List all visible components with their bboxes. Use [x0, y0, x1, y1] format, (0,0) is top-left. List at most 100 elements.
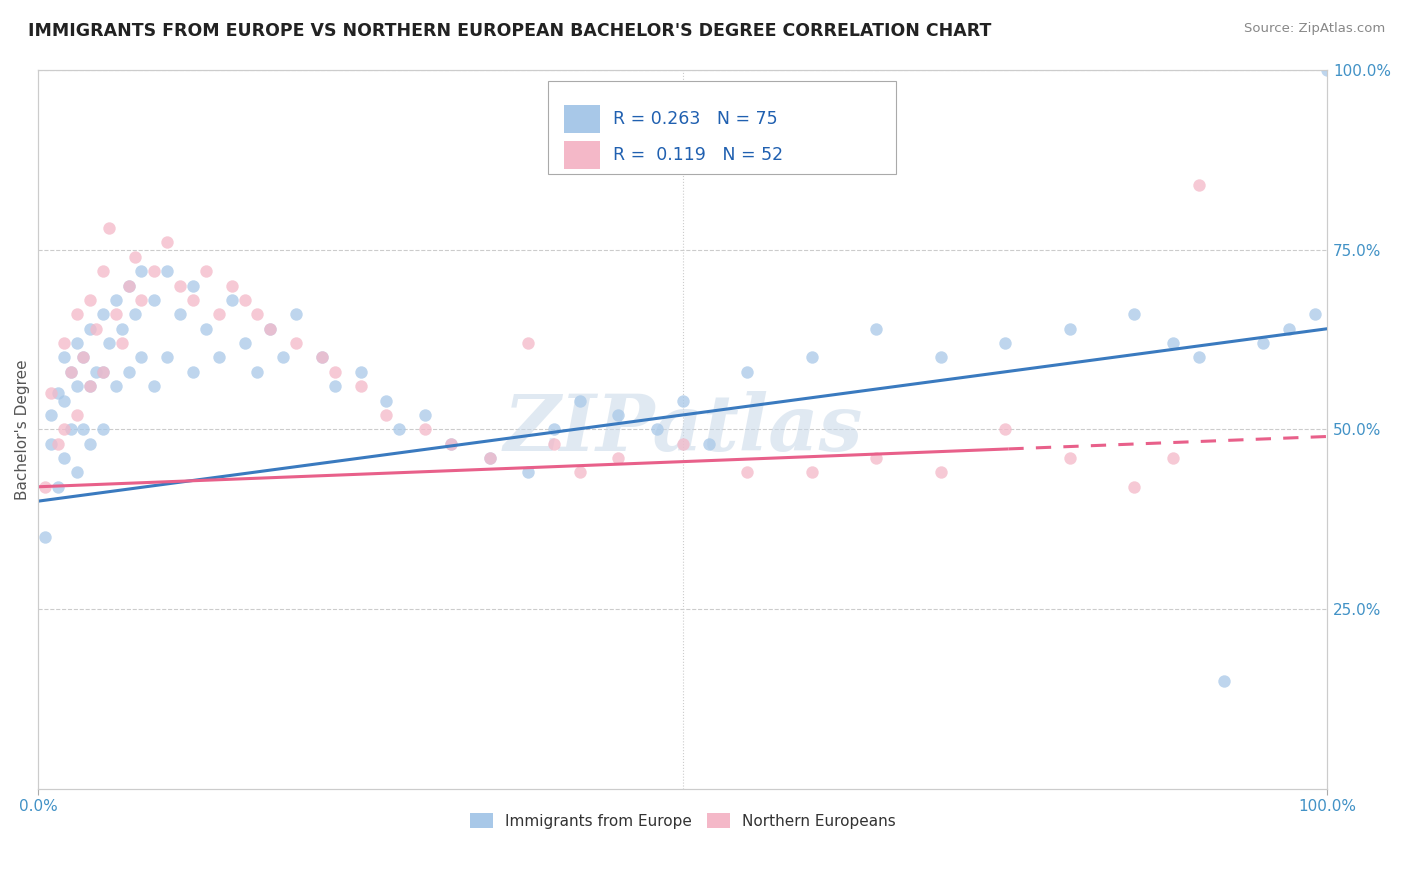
Point — [645, 422, 668, 436]
FancyBboxPatch shape — [564, 142, 600, 169]
Point — [79, 379, 101, 393]
Point — [124, 307, 146, 321]
Text: R =  0.119   N = 52: R = 0.119 N = 52 — [613, 146, 783, 164]
Point — [440, 436, 463, 450]
Point — [517, 336, 540, 351]
Point — [1278, 322, 1301, 336]
Point — [104, 293, 127, 307]
Point — [143, 293, 166, 307]
Text: Source: ZipAtlas.com: Source: ZipAtlas.com — [1244, 22, 1385, 36]
Point — [285, 336, 308, 351]
Point — [440, 436, 463, 450]
Point — [53, 422, 76, 436]
Point — [34, 530, 56, 544]
Point — [478, 450, 501, 465]
Point — [800, 351, 823, 365]
Point — [413, 422, 436, 436]
Point — [111, 336, 134, 351]
Point — [1316, 63, 1339, 78]
Point — [53, 336, 76, 351]
Point — [607, 450, 630, 465]
Point — [1251, 336, 1274, 351]
Point — [672, 393, 695, 408]
Point — [737, 466, 759, 480]
Point — [91, 422, 114, 436]
Point — [607, 408, 630, 422]
Point — [46, 386, 69, 401]
Point — [66, 466, 89, 480]
Point — [79, 322, 101, 336]
Point — [79, 293, 101, 307]
Point — [39, 436, 62, 450]
Point — [929, 351, 952, 365]
Point — [39, 408, 62, 422]
Point — [543, 436, 565, 450]
Point — [1161, 450, 1184, 465]
Point — [181, 293, 204, 307]
Point — [1187, 178, 1209, 192]
FancyBboxPatch shape — [547, 81, 896, 174]
Point — [672, 436, 695, 450]
Point — [311, 351, 333, 365]
Point — [98, 336, 121, 351]
Point — [131, 351, 153, 365]
Point — [66, 307, 89, 321]
Point — [208, 307, 231, 321]
Point — [46, 480, 69, 494]
Point — [246, 365, 269, 379]
Point — [865, 322, 887, 336]
Point — [1123, 307, 1146, 321]
Point — [169, 278, 191, 293]
Text: R = 0.263   N = 75: R = 0.263 N = 75 — [613, 110, 778, 128]
Point — [994, 336, 1017, 351]
Point — [72, 351, 94, 365]
Point — [104, 379, 127, 393]
Point — [349, 379, 371, 393]
Point — [117, 278, 139, 293]
Point — [568, 393, 591, 408]
Point — [72, 351, 94, 365]
Point — [66, 379, 89, 393]
Point — [59, 365, 82, 379]
Point — [929, 466, 952, 480]
Point — [79, 436, 101, 450]
Point — [543, 422, 565, 436]
Point — [388, 422, 411, 436]
Point — [375, 408, 398, 422]
Point — [59, 365, 82, 379]
Point — [1123, 480, 1146, 494]
Legend: Immigrants from Europe, Northern Europeans: Immigrants from Europe, Northern Europea… — [464, 806, 903, 835]
FancyBboxPatch shape — [564, 105, 600, 133]
Point — [156, 235, 179, 250]
Point — [143, 264, 166, 278]
Point — [156, 264, 179, 278]
Point — [1213, 673, 1236, 688]
Point — [375, 393, 398, 408]
Point — [413, 408, 436, 422]
Point — [156, 351, 179, 365]
Point — [349, 365, 371, 379]
Point — [994, 422, 1017, 436]
Point — [233, 293, 256, 307]
Y-axis label: Bachelor's Degree: Bachelor's Degree — [15, 359, 30, 500]
Point — [117, 278, 139, 293]
Point — [39, 386, 62, 401]
Point — [221, 293, 243, 307]
Point — [169, 307, 191, 321]
Point — [246, 307, 269, 321]
Point — [311, 351, 333, 365]
Point — [53, 393, 76, 408]
Point — [46, 436, 69, 450]
Point — [194, 322, 217, 336]
Point — [221, 278, 243, 293]
Point — [737, 365, 759, 379]
Point — [91, 264, 114, 278]
Point — [91, 365, 114, 379]
Point — [697, 436, 720, 450]
Point — [259, 322, 281, 336]
Point — [233, 336, 256, 351]
Point — [53, 450, 76, 465]
Point — [111, 322, 134, 336]
Point — [34, 480, 56, 494]
Point — [478, 450, 501, 465]
